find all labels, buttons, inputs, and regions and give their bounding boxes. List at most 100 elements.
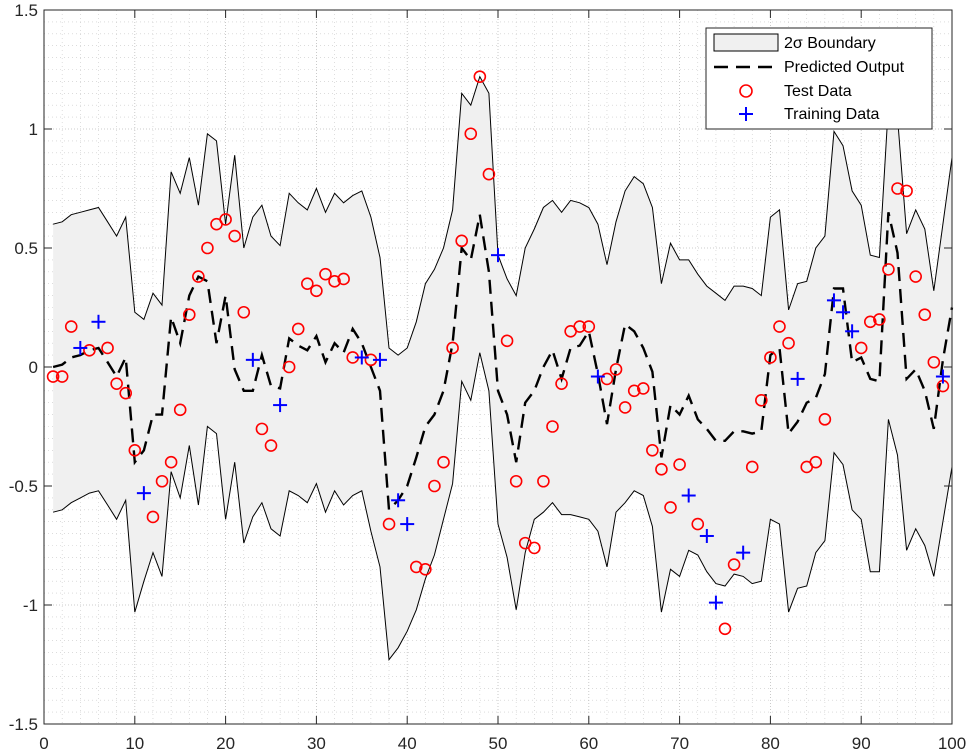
training-data-point <box>391 493 406 508</box>
test-data-point <box>546 420 559 433</box>
training-data-points <box>73 248 950 610</box>
test-data-point <box>83 344 96 357</box>
training-data-point <box>400 517 415 532</box>
test-data-point <box>655 463 668 476</box>
test-data-point <box>255 422 269 436</box>
test-data-point <box>164 455 178 469</box>
test-data-point <box>573 320 587 333</box>
test-data-point <box>119 386 133 400</box>
test-data-point <box>509 474 523 488</box>
test-data-point <box>927 355 941 369</box>
test-data-point <box>600 372 614 386</box>
test-data-point <box>110 377 123 390</box>
y-tick-label: 1 <box>29 120 38 139</box>
test-data-point <box>409 560 423 574</box>
x-tick-label: 70 <box>670 734 689 753</box>
test-data-point <box>882 263 895 276</box>
test-data-point <box>673 458 686 471</box>
training-data-point <box>708 595 723 610</box>
training-data-point <box>245 352 260 367</box>
test-data-point <box>55 370 69 383</box>
training-data-point <box>273 398 288 413</box>
test-data-points <box>46 70 950 636</box>
training-data-point <box>491 248 505 263</box>
legend-label-test: Test Data <box>784 83 852 100</box>
sigma-band-upper-edge <box>52 75 953 356</box>
sigma-band-fill <box>53 76 953 660</box>
test-data-point <box>582 320 596 333</box>
y-tick-labels: 1.5 1 0.5 0 -0.5 -1 -1.5 <box>9 1 38 734</box>
test-data-point <box>228 229 241 243</box>
sigma-band-lower-edge <box>52 352 953 662</box>
test-data-point <box>328 275 341 288</box>
x-tick-labels: 0 10 20 30 40 50 60 70 80 90 100 <box>39 734 966 753</box>
training-data-point <box>935 369 950 384</box>
test-data-point <box>310 284 323 298</box>
x-tick-label: 90 <box>852 734 871 753</box>
test-data-point <box>428 479 441 493</box>
test-data-point <box>863 315 877 329</box>
test-data-point <box>437 455 450 469</box>
test-data-point <box>818 413 832 426</box>
test-data-point <box>201 241 214 255</box>
test-data-point <box>918 308 932 321</box>
x-tick-label: 60 <box>579 734 598 753</box>
training-data-point <box>136 486 151 501</box>
test-data-point <box>173 403 187 417</box>
legend-test-marker <box>739 84 753 98</box>
test-data-point <box>691 517 705 531</box>
test-data-point <box>291 322 305 336</box>
test-data-point <box>282 360 296 374</box>
training-data-point <box>590 369 605 384</box>
y-tick-label: 0.5 <box>14 239 38 258</box>
legend-label-band: 2σ Boundary <box>784 35 876 52</box>
x-tick-label: 80 <box>761 734 780 753</box>
training-data-point <box>826 293 841 308</box>
training-data-point <box>372 352 387 367</box>
x-tick-label: 0 <box>39 734 48 753</box>
training-data-point <box>354 350 369 365</box>
test-data-point <box>337 272 350 286</box>
test-data-point <box>773 320 786 333</box>
y-tick-label: -1 <box>23 596 38 615</box>
x-tick-label: 10 <box>125 734 144 753</box>
test-data-point <box>319 267 332 281</box>
test-data-point <box>745 460 759 474</box>
y-tick-label: -1.5 <box>9 715 38 734</box>
test-data-point <box>891 182 904 195</box>
test-data-point <box>237 305 251 319</box>
test-data-point <box>555 377 568 390</box>
test-data-point <box>219 213 232 226</box>
test-data-point <box>873 313 886 326</box>
y-tick-label: -0.5 <box>9 477 38 496</box>
test-data-point <box>718 622 732 636</box>
training-data-point <box>736 545 751 560</box>
legend-training-marker <box>739 107 753 121</box>
legend-label-training: Training Data <box>784 106 880 123</box>
test-data-point <box>382 517 396 531</box>
test-data-point <box>609 363 623 376</box>
test-data-point <box>636 382 650 395</box>
test-data-point <box>464 127 478 141</box>
test-data-point <box>618 401 632 414</box>
test-data-point <box>473 70 487 83</box>
x-tick-label: 40 <box>398 734 417 753</box>
training-data-point <box>699 528 714 543</box>
training-data-point <box>790 371 805 386</box>
axis-ticks <box>43 9 953 725</box>
test-data-point <box>809 455 823 469</box>
x-tick-label: 20 <box>216 734 235 753</box>
x-tick-label: 50 <box>489 734 508 753</box>
test-data-point <box>182 308 196 321</box>
test-data-point <box>264 439 278 452</box>
test-data-point <box>101 341 114 355</box>
test-data-point <box>64 320 78 333</box>
test-data-point <box>782 336 795 350</box>
test-data-point <box>128 443 142 457</box>
test-data-point <box>854 341 868 355</box>
test-data-point <box>419 562 432 576</box>
test-data-point <box>500 334 514 348</box>
test-data-point <box>755 394 768 407</box>
training-data-point <box>681 488 696 503</box>
